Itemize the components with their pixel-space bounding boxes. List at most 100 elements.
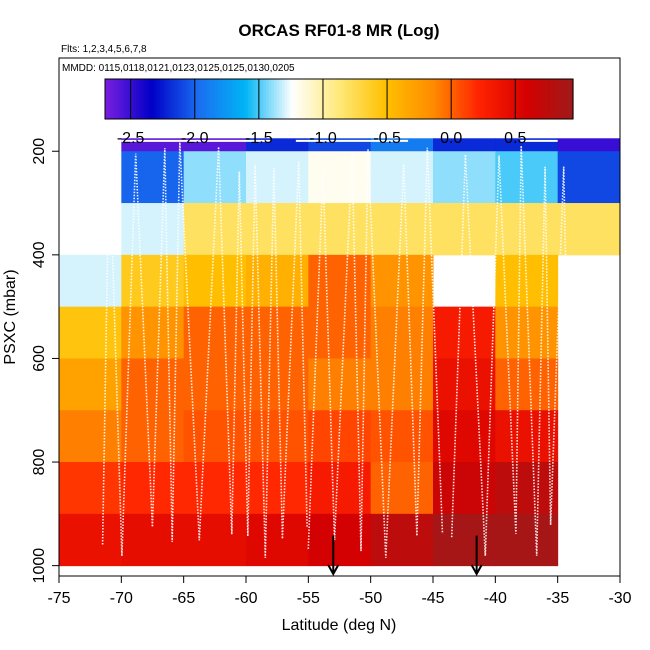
colorbar-segment	[518, 79, 522, 119]
colorbar-segment	[196, 79, 200, 119]
colorbar-segment	[300, 79, 304, 119]
heatmap-cell	[246, 462, 309, 515]
heatmap-cell	[121, 306, 185, 359]
colorbar-segment	[162, 79, 166, 119]
colorbar-segment	[393, 79, 397, 119]
colorbar-segment	[375, 79, 379, 119]
heatmap-cell	[370, 254, 434, 308]
colorbar-segment	[378, 79, 382, 119]
colorbar-segment	[367, 79, 371, 119]
y-tick-label: 600	[31, 345, 48, 372]
colorbar-segment	[471, 79, 475, 119]
colorbar-segment	[541, 79, 545, 119]
colorbar-segment	[159, 79, 163, 119]
colorbar-segment	[274, 79, 278, 119]
heatmap-cell	[121, 358, 185, 411]
y-tick-label: 400	[31, 241, 48, 268]
colorbar-segment	[263, 79, 267, 119]
colorbar: -2.5 -2.0 -1.5 -1.0 -0.5 0.0 0.5	[104, 78, 574, 147]
heatmap-cell	[557, 138, 621, 152]
colorbar-segment	[261, 79, 265, 119]
colorbar-segment	[497, 79, 501, 119]
colorbar-segment	[396, 79, 400, 119]
colorbar-segment	[417, 79, 421, 119]
colorbar-segment	[175, 79, 179, 119]
heatmap-cell	[308, 358, 372, 411]
colorbar-segment	[255, 79, 259, 119]
heatmap-cell	[495, 513, 559, 567]
heatmap-cell	[183, 254, 247, 308]
colorbar-segment	[209, 79, 213, 119]
colorbar-segment	[349, 79, 353, 119]
colorbar-segment	[479, 79, 483, 119]
colorbar-segment	[125, 79, 129, 119]
colorbar-segment	[370, 79, 374, 119]
heatmap-cell	[246, 203, 309, 256]
colorbar-segment	[219, 79, 223, 119]
colorbar-segment	[164, 79, 168, 119]
colorbar-segment	[214, 79, 218, 119]
colorbar-segment	[201, 79, 205, 119]
y-axis-label: PSXC (mbar)	[2, 269, 19, 364]
colorbar-segment	[167, 79, 171, 119]
colorbar-segment	[372, 79, 376, 119]
colorbar-segment	[131, 79, 135, 119]
colorbar-segment	[120, 79, 124, 119]
colorbar-segment	[310, 79, 314, 119]
colorbar-segment	[365, 79, 369, 119]
colorbar-segment	[565, 79, 569, 119]
dates-label: MMDD: 0115,0118,0121,0123,0125,0125,0130…	[62, 63, 295, 74]
colorbar-segment	[437, 79, 441, 119]
colorbar-segment	[188, 79, 192, 119]
heatmap-cell	[59, 513, 122, 567]
colorbar-segment	[557, 79, 561, 119]
x-axis-label: Latitude (deg N)	[282, 617, 397, 634]
colorbar-segment	[229, 79, 233, 119]
colorbar-segment	[258, 79, 262, 119]
heatmap-cell	[557, 151, 621, 204]
colorbar-segment	[313, 79, 317, 119]
colorbar-segment	[466, 79, 470, 119]
colorbar-segment	[198, 79, 202, 119]
heatmap-cell	[183, 410, 247, 463]
heatmap-cell	[308, 306, 372, 359]
colorbar-segment	[482, 79, 486, 119]
heatmap-cell	[557, 203, 621, 256]
colorbar-segment	[248, 79, 252, 119]
colorbar-segment	[242, 79, 246, 119]
heatmap-cell	[433, 462, 496, 515]
colorbar-segment	[281, 79, 285, 119]
colorbar-segment	[287, 79, 291, 119]
colorbar-segment	[323, 79, 327, 119]
y-tick-label: 800	[31, 449, 48, 476]
colorbar-segment	[112, 79, 116, 119]
heatmap-cell	[59, 254, 122, 308]
colorbar-segment	[315, 79, 319, 119]
colorbar-tick-label: -0.5	[373, 130, 401, 147]
colorbar-segment	[227, 79, 231, 119]
colorbar-segment	[440, 79, 444, 119]
colorbar-segment	[411, 79, 415, 119]
heatmap-cell	[433, 513, 496, 567]
colorbar-segment	[307, 79, 311, 119]
colorbar-segment	[183, 79, 187, 119]
flight-track	[101, 142, 308, 558]
x-tick-label: -40	[484, 590, 507, 607]
colorbar-segment	[474, 79, 478, 119]
colorbar-tick-label: 0.5	[504, 130, 526, 147]
colorbar-segment	[222, 79, 226, 119]
heatmap-cells	[59, 138, 621, 567]
heatmap-cell	[59, 306, 122, 359]
colorbar-segment	[336, 79, 340, 119]
colorbar-segment	[344, 79, 348, 119]
colorbar-segment	[380, 79, 384, 119]
colorbar-segment	[110, 79, 114, 119]
x-tick-label: -50	[359, 590, 382, 607]
heatmap-cell	[121, 462, 185, 515]
surface-markers	[327, 535, 483, 577]
colorbar-segment	[250, 79, 254, 119]
colorbar-segment	[115, 79, 119, 119]
colorbar-segment	[510, 79, 514, 119]
colorbar-segment	[456, 79, 460, 119]
colorbar-segment	[531, 79, 535, 119]
